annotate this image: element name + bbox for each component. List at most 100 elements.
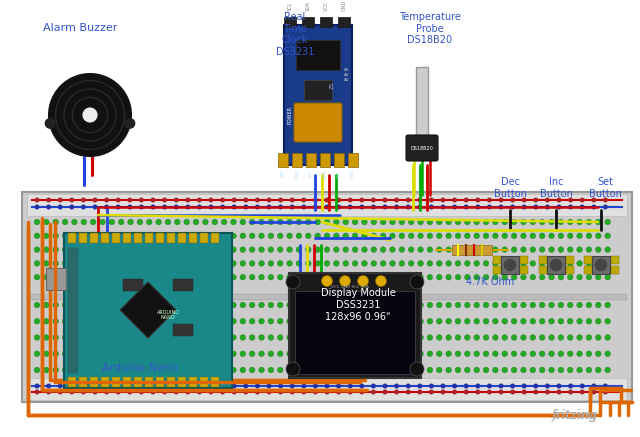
Circle shape bbox=[255, 384, 260, 388]
Circle shape bbox=[603, 389, 608, 395]
Circle shape bbox=[324, 247, 330, 253]
Circle shape bbox=[296, 247, 301, 253]
Bar bbox=[173, 279, 193, 291]
Circle shape bbox=[46, 384, 51, 388]
Circle shape bbox=[399, 219, 404, 225]
Circle shape bbox=[156, 274, 161, 280]
Circle shape bbox=[124, 118, 136, 129]
Bar bbox=[295, 291, 415, 374]
Circle shape bbox=[203, 302, 208, 308]
Circle shape bbox=[558, 219, 564, 225]
Circle shape bbox=[540, 367, 545, 373]
Circle shape bbox=[53, 367, 58, 373]
Circle shape bbox=[511, 367, 517, 373]
Circle shape bbox=[521, 233, 526, 239]
Circle shape bbox=[333, 233, 339, 239]
Circle shape bbox=[493, 367, 498, 373]
Circle shape bbox=[436, 274, 442, 280]
Circle shape bbox=[175, 319, 180, 324]
Circle shape bbox=[521, 367, 526, 373]
Circle shape bbox=[406, 198, 411, 202]
Bar bbox=[123, 279, 143, 291]
Circle shape bbox=[511, 274, 517, 280]
Bar bbox=[145, 377, 153, 387]
Text: Inc
Button: Inc Button bbox=[540, 177, 572, 199]
Circle shape bbox=[287, 335, 292, 340]
Circle shape bbox=[545, 205, 550, 209]
Circle shape bbox=[100, 274, 106, 280]
Circle shape bbox=[399, 260, 404, 266]
Circle shape bbox=[595, 260, 601, 266]
Circle shape bbox=[521, 260, 526, 266]
Circle shape bbox=[436, 233, 442, 239]
Circle shape bbox=[476, 389, 480, 395]
Circle shape bbox=[296, 335, 301, 340]
Bar bbox=[27, 294, 627, 300]
Circle shape bbox=[380, 335, 386, 340]
Circle shape bbox=[193, 219, 199, 225]
Circle shape bbox=[240, 247, 246, 253]
Circle shape bbox=[315, 351, 321, 357]
Circle shape bbox=[259, 260, 264, 266]
Circle shape bbox=[315, 233, 321, 239]
Circle shape bbox=[558, 302, 564, 308]
Circle shape bbox=[446, 274, 451, 280]
Circle shape bbox=[545, 384, 550, 388]
Circle shape bbox=[162, 389, 167, 395]
Circle shape bbox=[371, 219, 376, 225]
Circle shape bbox=[220, 389, 225, 395]
Circle shape bbox=[93, 198, 97, 202]
Circle shape bbox=[427, 260, 433, 266]
Circle shape bbox=[212, 302, 218, 308]
Circle shape bbox=[455, 335, 461, 340]
Bar bbox=[167, 377, 175, 387]
Circle shape bbox=[212, 319, 218, 324]
Circle shape bbox=[203, 247, 208, 253]
Circle shape bbox=[418, 319, 423, 324]
Circle shape bbox=[595, 219, 601, 225]
Circle shape bbox=[380, 219, 386, 225]
Circle shape bbox=[324, 351, 330, 357]
Circle shape bbox=[34, 302, 40, 308]
Circle shape bbox=[266, 205, 271, 209]
Circle shape bbox=[352, 260, 358, 266]
Circle shape bbox=[380, 247, 386, 253]
Circle shape bbox=[429, 198, 434, 202]
Circle shape bbox=[371, 367, 376, 373]
Circle shape bbox=[371, 274, 376, 280]
Circle shape bbox=[193, 260, 199, 266]
Text: VCC GND SCL SDA: VCC GND SCL SDA bbox=[331, 285, 369, 289]
Circle shape bbox=[436, 247, 442, 253]
Circle shape bbox=[474, 302, 479, 308]
Bar bbox=[289, 273, 421, 378]
Circle shape bbox=[394, 384, 399, 388]
Circle shape bbox=[410, 275, 424, 289]
Circle shape bbox=[100, 260, 106, 266]
Circle shape bbox=[243, 205, 248, 209]
Bar bbox=[296, 40, 340, 70]
Circle shape bbox=[540, 351, 545, 357]
Circle shape bbox=[116, 389, 121, 395]
Circle shape bbox=[277, 233, 283, 239]
Circle shape bbox=[268, 319, 274, 324]
Circle shape bbox=[605, 274, 611, 280]
Circle shape bbox=[408, 233, 414, 239]
Circle shape bbox=[240, 233, 246, 239]
Circle shape bbox=[118, 233, 124, 239]
Circle shape bbox=[58, 389, 63, 395]
Circle shape bbox=[455, 247, 461, 253]
Circle shape bbox=[137, 351, 143, 357]
Circle shape bbox=[104, 384, 109, 388]
Circle shape bbox=[324, 233, 330, 239]
Circle shape bbox=[493, 233, 498, 239]
Circle shape bbox=[452, 205, 457, 209]
Circle shape bbox=[605, 319, 611, 324]
Circle shape bbox=[90, 335, 96, 340]
Circle shape bbox=[109, 319, 115, 324]
Circle shape bbox=[530, 219, 536, 225]
Circle shape bbox=[333, 335, 339, 340]
Circle shape bbox=[100, 302, 106, 308]
Circle shape bbox=[418, 351, 423, 357]
Circle shape bbox=[530, 260, 536, 266]
Circle shape bbox=[511, 302, 517, 308]
